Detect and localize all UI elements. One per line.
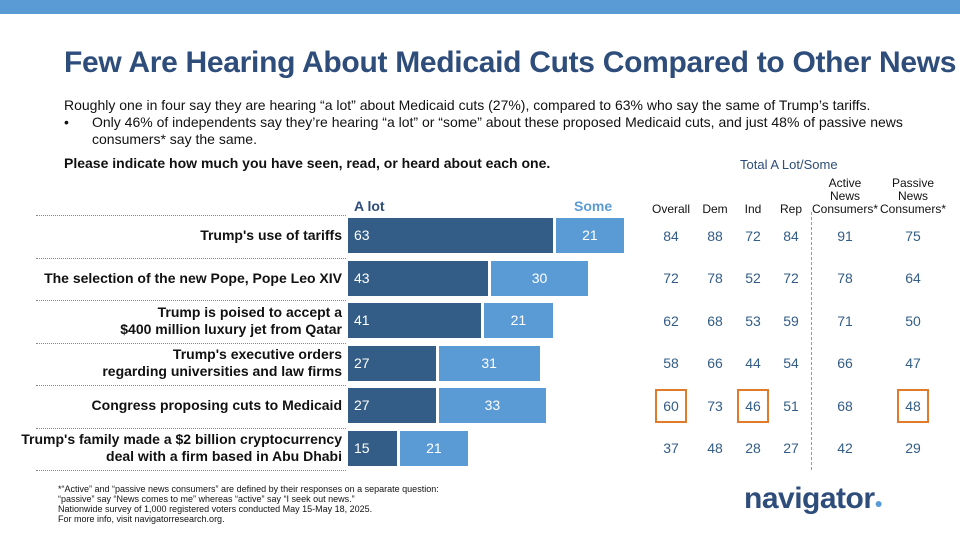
column-header: Passive News Consumers* xyxy=(879,176,947,216)
row-separator xyxy=(36,342,346,344)
bar-some: 31 xyxy=(438,345,540,381)
total-value: 84 xyxy=(663,227,679,244)
highlight-box xyxy=(655,388,687,423)
category-label: The selection of the new Pope, Pope Leo … xyxy=(44,269,342,286)
total-value: 42 xyxy=(837,440,853,456)
table-header-total: Total A Lot/Some xyxy=(740,157,838,172)
total-value: 37 xyxy=(663,440,679,456)
bar-a-lot: 27 xyxy=(348,345,436,381)
total-value: 53 xyxy=(745,312,761,329)
total-value: 47 xyxy=(905,355,921,371)
footnote-line: *“Active” and “passive news consumers” a… xyxy=(58,484,439,494)
total-value: 72 xyxy=(663,270,679,286)
category-label: Trump is poised to accept a $400 million … xyxy=(120,303,342,337)
highlight-box xyxy=(737,388,769,423)
row-separator xyxy=(36,215,346,216)
total-value: 78 xyxy=(837,270,853,286)
bar-a-lot: 41 xyxy=(348,303,482,338)
question-text: Please indicate how much you have seen, … xyxy=(64,155,551,171)
column-header: Dem xyxy=(702,202,728,216)
total-value: 91 xyxy=(837,227,853,244)
row-separator xyxy=(36,300,346,301)
total-value: 84 xyxy=(783,227,799,244)
total-value: 58 xyxy=(663,355,679,371)
bar-some: 21 xyxy=(555,218,624,253)
bar-a-lot: 15 xyxy=(348,430,397,466)
total-value: 78 xyxy=(707,270,723,286)
total-value: 27 xyxy=(783,440,799,456)
total-value: 75 xyxy=(905,227,921,244)
column-header: Rep xyxy=(779,202,802,216)
highlight-box xyxy=(897,388,929,423)
total-value: 51 xyxy=(783,397,799,414)
total-value: 28 xyxy=(745,440,761,456)
total-value: 66 xyxy=(837,355,853,371)
total-value: 73 xyxy=(707,397,723,414)
category-label: Trump's family made a $2 billion cryptoc… xyxy=(21,431,342,464)
total-value: 72 xyxy=(745,227,761,244)
bar-a-lot: 43 xyxy=(348,260,488,296)
bar-some: 21 xyxy=(484,303,553,338)
total-value: 46 xyxy=(745,397,761,414)
bar-some: 21 xyxy=(399,430,468,466)
row-separator xyxy=(36,385,346,386)
total-value: 64 xyxy=(905,270,921,286)
legend-some: Some xyxy=(574,198,613,214)
total-value: 48 xyxy=(707,440,723,456)
category-label: Trump's use of tariffs xyxy=(200,227,342,243)
subtitle: Roughly one in four say they are hearing… xyxy=(64,97,871,113)
total-value: 62 xyxy=(663,312,679,329)
bar-a-lot: 63 xyxy=(348,218,553,253)
total-value: 52 xyxy=(745,270,761,286)
navigator-logo: navigator● xyxy=(744,482,883,516)
column-header: Ind xyxy=(744,202,762,216)
category-label: Congress proposing cuts to Medicaid xyxy=(91,397,342,413)
bar-a-lot: 27 xyxy=(348,388,436,423)
footnote-line: For more info, visit navigatorresearch.o… xyxy=(58,514,225,524)
total-value: 71 xyxy=(837,312,853,329)
bar-some: 30 xyxy=(490,260,589,296)
bullet-text: Only 46% of independents say they’re hea… xyxy=(92,114,903,147)
column-header: Active News Consumers* xyxy=(811,176,879,216)
row-separator xyxy=(36,427,346,429)
footnote-line: “passive” say “News comes to me” whereas… xyxy=(58,494,355,504)
row-separator xyxy=(36,257,346,259)
category-label: Trump's executive orders regarding univer… xyxy=(102,346,342,379)
total-value: 50 xyxy=(905,312,921,329)
total-value: 29 xyxy=(905,440,921,456)
total-value: 48 xyxy=(905,397,921,414)
page-title: Few Are Hearing About Medicaid Cuts Comp… xyxy=(64,46,957,79)
total-value: 44 xyxy=(745,355,761,371)
total-value: 60 xyxy=(663,397,679,414)
total-value: 54 xyxy=(783,355,799,371)
footnote-line: Nationwide survey of 1,000 registered vo… xyxy=(58,504,373,514)
row-separator xyxy=(36,470,346,471)
footnote: *“Active” and “passive news consumers” a… xyxy=(58,484,439,524)
total-value: 59 xyxy=(783,312,799,329)
table-divider xyxy=(811,212,812,470)
top-accent-bar xyxy=(0,0,960,14)
total-value: 72 xyxy=(783,270,799,286)
column-header: Overall xyxy=(651,202,690,216)
logo-text: navigator xyxy=(744,482,875,515)
logo-dot-icon: ● xyxy=(874,495,883,511)
total-value: 66 xyxy=(707,355,723,371)
total-value: 68 xyxy=(837,397,853,414)
legend-a-lot: A lot xyxy=(354,198,385,214)
total-value: 68 xyxy=(707,312,723,329)
total-value: 88 xyxy=(707,227,723,244)
bar-some: 33 xyxy=(438,388,546,423)
bullet-marker: • xyxy=(64,114,69,130)
